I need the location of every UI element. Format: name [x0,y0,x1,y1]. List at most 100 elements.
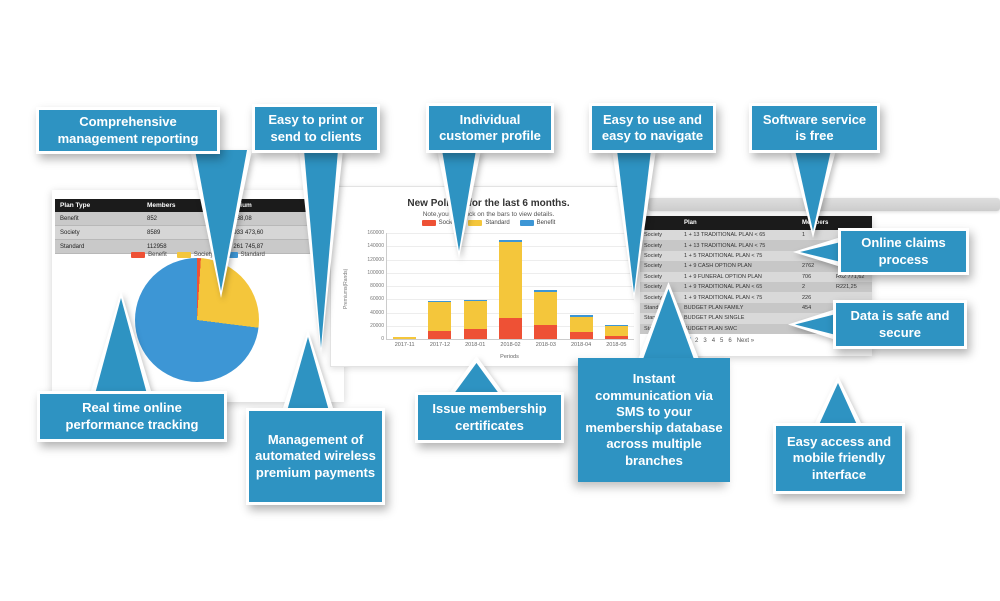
table-cell: BUDGET PLAN FAMILY [684,304,744,311]
y-axis-label: Premiums(Rands) [343,268,349,309]
callout-label: Comprehensive management reporting [57,114,199,146]
table-cell: 112958 [147,243,167,250]
pagination-page-button[interactable]: 6 [728,338,732,345]
table-row: Society 8589 R1 933 473,60 [55,226,341,240]
callout-label: Issue membership certificates [432,401,547,433]
table-row: Society 1 + 13 TRADITIONAL PLAN < 75 [640,240,872,251]
callout-software-service-free: Software service is free [749,103,880,153]
bar-segment-society[interactable] [534,324,558,339]
column-header-plan-type: Plan Type [60,202,91,209]
bar-segment-standard[interactable] [499,241,522,319]
table-row: Society 1 + 9 TRADITIONAL PLAN < 75 226 [640,292,872,303]
bar-segment-benefit[interactable] [534,289,558,292]
legend-item: Standard [468,220,510,226]
table-cell: 1 [802,232,806,239]
callout-label: Data is safe and secure [850,308,950,340]
bar-segment-society[interactable] [569,332,593,339]
callout-label: Easy to use and easy to navigate [601,111,704,143]
table-cell: Society [644,242,663,249]
legend-label: Society [193,252,214,258]
pagination-page-button[interactable]: 3 [703,338,707,345]
callout-easy-to-print: Easy to print or send to clients [252,104,380,153]
table-cell: 1 + 13 TRADITIONAL PLAN < 65 [684,232,766,239]
table-cell: R62 771,62 [836,273,865,280]
callout-pointer [637,282,700,362]
table-cell: Standard [60,243,85,250]
bar-segment-society[interactable] [604,335,628,339]
legend-label: Society [438,220,459,226]
bar-segment-society[interactable] [499,318,522,339]
legend-swatch [468,220,483,226]
chart-subtitle: Note,you can click on the bars to view d… [422,211,555,218]
bar-segment-standard[interactable] [428,301,452,332]
callout-pointer [90,291,152,394]
table-row: Society 1 + 13 TRADITIONAL PLAN < 65 1 [640,230,872,241]
table-cell: 1 + 9 TRADITIONAL PLAN < 75 [684,294,763,301]
x-axis-label: Periods [500,354,519,360]
legend-item: Society [421,220,459,226]
callout-real-time-tracking: Real time online performance tracking [37,391,227,442]
table-row: Standard BUDGET PLAN FAMILY 454 [640,302,872,314]
bar-segment-standard[interactable] [569,317,593,333]
bar-plot: 0 20000 40000 60000 80000 100000 120000 140000 1… [367,230,634,348]
table-row: Standard 112958 R3 261 745,87 [55,240,341,254]
y-tick-label: 40000 [370,309,384,316]
legend-label: Benefit [148,252,167,258]
callout-pointer [813,376,863,427]
callout-comprehensive-management-reporting: Comprehensive management reporting [36,107,220,154]
table-cell: Society [644,232,663,239]
pagination-page-button[interactable]: 4 [711,338,716,345]
callout-data-safe-secure: Data is safe and secure [833,300,967,349]
callout-pointer [299,150,343,355]
y-tick-label: 0 [381,336,384,342]
bar-segment-benefit[interactable] [569,314,593,318]
table-body: Benefit 852 R6 188,08 Society 8589 R1 933 473… [55,212,341,254]
chart-title: New Polices for the last 6 months. [407,198,570,209]
pagination-next-button[interactable]: Next » [736,338,755,345]
pagination-page-button[interactable]: 2 [695,338,699,345]
callout-label: Online claims process [861,235,946,267]
bar-segment-benefit[interactable] [428,301,452,302]
table-cell: R6 188,08 [224,215,252,222]
table-cell: Society [644,284,663,291]
table-cell: 1 + 9 CASH OPTION PLAN [684,263,752,270]
callout-label: Individual customer profile [439,111,541,143]
table-cell: 1 + 9 TRADITIONAL PLAN < 65 [684,284,763,291]
bar-segment-benefit[interactable] [604,324,628,326]
callout-easy-to-use: Easy to use and easy to navigate [589,103,716,153]
legend-item: Standard [223,252,265,258]
table-cell: Society [644,294,663,301]
bar-segment-standard[interactable] [393,337,417,339]
x-tick-label: 2018-01 [465,342,486,348]
pie-chart [135,258,259,382]
legend-label: Standard [485,220,510,226]
bar-segment-standard[interactable] [534,291,558,325]
x-tick-label: 2018-03 [535,342,556,348]
bar-segment-benefit[interactable] [499,240,522,242]
bar-segment-society[interactable] [463,328,487,339]
table-row: Benefit 852 R6 188,08 [55,212,341,226]
pie-legend: Benefit Society Standard [52,252,344,258]
table-cell: 226 [802,294,812,301]
callout-label: Software service is free [762,111,867,143]
x-tick-label: 2018-02 [500,342,521,348]
table-body: Society 1 + 13 TRADITIONAL PLAN < 65 1 Soci… [640,230,872,334]
bar-segment-society[interactable] [428,331,452,339]
bar-segment-standard[interactable] [463,300,487,329]
callout-issue-membership-certificates: Issue membership certificates [415,392,564,443]
legend-label: Benefit [536,220,556,226]
x-tick-label: 2017-11 [394,342,415,348]
y-tick-label: 20000 [370,322,384,329]
legend-swatch [176,252,191,258]
table-cell: Society [644,263,663,270]
x-tick-label: 2017-12 [429,342,451,348]
table-cell: 2 [802,284,806,291]
table-row: Society 1 + 9 TRADITIONAL PLAN < 65 2 R221,… [640,281,872,293]
pagination-page-button[interactable]: 5 [720,338,724,345]
bar-segment-standard[interactable] [604,325,628,336]
table-row: Society 1 + 9 FUNERAL OPTION PLAN 706 R62 7… [640,271,872,282]
table-cell: Society [60,229,80,236]
y-tick-label: 160000 [367,230,384,236]
bar-segment-benefit[interactable] [463,299,487,301]
